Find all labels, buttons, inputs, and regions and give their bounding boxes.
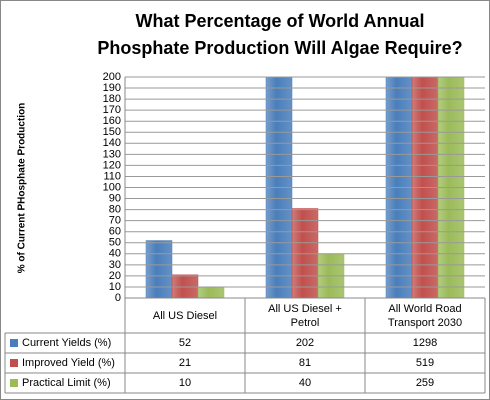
y-tick-label: 10 <box>109 281 121 293</box>
table-value: 10 <box>179 377 191 389</box>
y-tick-label: 20 <box>109 270 121 282</box>
y-tick-label: 70 <box>109 215 121 227</box>
y-tick-label: 160 <box>103 115 121 127</box>
y-tick-label: 100 <box>103 181 121 193</box>
table-value: 81 <box>299 357 311 369</box>
x-tick-label: All World Road Transport 2030 <box>387 302 463 329</box>
legend-label: Practical Limit (%) <box>22 377 111 389</box>
legend-swatch <box>10 359 18 367</box>
y-tick-label: 30 <box>109 259 121 271</box>
y-tick-label: 140 <box>103 137 121 149</box>
y-tick-label: 200 <box>103 71 121 83</box>
table-value: 202 <box>296 337 314 349</box>
x-tick-label: All US Diesel + Petrol <box>268 302 342 329</box>
y-tick-label: 80 <box>109 204 121 216</box>
table-value: 1298 <box>413 337 437 349</box>
bar <box>291 208 319 298</box>
y-tick-label: 120 <box>103 159 121 171</box>
y-axis-label: % of Current PHosphate Production <box>17 103 28 274</box>
y-tick-label: 110 <box>103 170 121 182</box>
chart-title: Phosphate Production Will Algae Require? <box>97 38 462 58</box>
bar <box>197 286 225 298</box>
bar <box>145 240 173 298</box>
chart-title: What Percentage of World Annual <box>135 11 424 31</box>
y-tick-label: 170 <box>103 104 121 116</box>
table-value: 40 <box>299 377 311 389</box>
legend-swatch <box>10 339 18 347</box>
table-value: 519 <box>416 357 434 369</box>
y-tick-label: 190 <box>103 82 121 94</box>
table-value: 259 <box>416 377 434 389</box>
y-tick-label: 60 <box>109 226 121 238</box>
bar <box>171 274 199 298</box>
y-tick-label: 50 <box>109 237 121 249</box>
y-tick-label: 0 <box>115 292 121 304</box>
legend-label: Current Yields (%) <box>22 337 111 349</box>
y-tick-label: 130 <box>103 148 121 160</box>
y-tick-label: 180 <box>103 93 121 105</box>
y-tick-label: 40 <box>109 248 121 260</box>
table-value: 21 <box>179 357 191 369</box>
table-value: 52 <box>179 337 191 349</box>
legend-label: Improved Yield (%) <box>22 357 115 369</box>
y-tick-label: 150 <box>103 126 121 138</box>
x-tick-label: All US Diesel <box>152 309 218 322</box>
y-tick-label: 90 <box>109 192 121 204</box>
legend-swatch <box>10 379 18 387</box>
